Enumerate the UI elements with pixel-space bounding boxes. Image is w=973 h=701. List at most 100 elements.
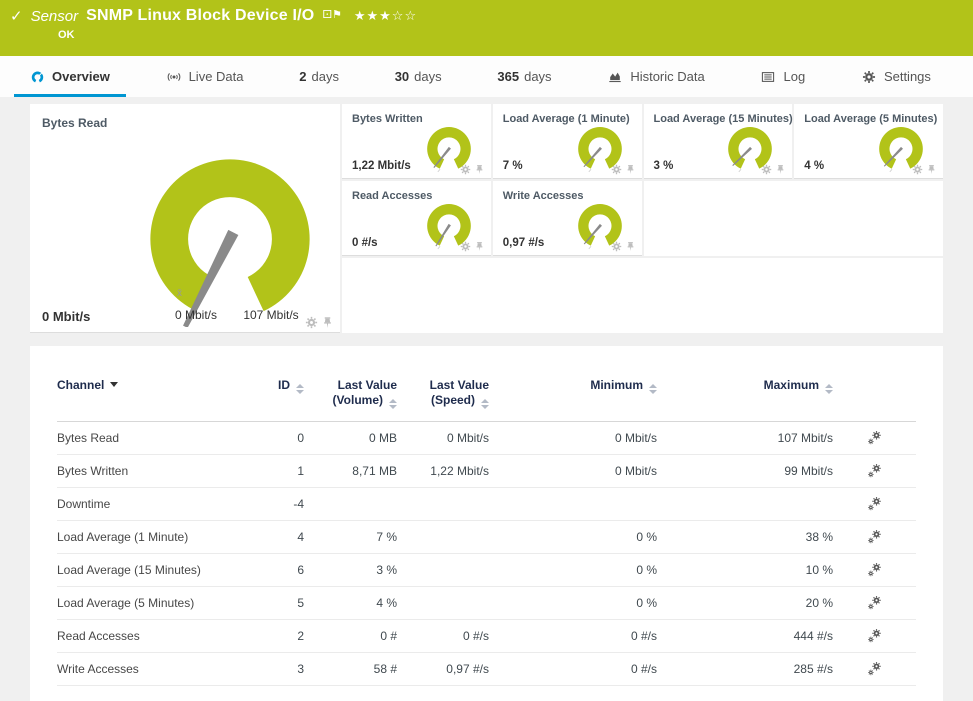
- tab-settings[interactable]: Settings: [845, 56, 947, 97]
- channel-settings-icon[interactable]: [867, 628, 883, 643]
- cell-last-value-volume: 58 #: [373, 662, 397, 676]
- table-row: Bytes Written 1 8,71 MB 1,22 Mbit/s 0 Mb…: [57, 455, 916, 488]
- cell-last-value-speed: 1,22 Mbit/s: [430, 464, 489, 478]
- channel-settings-icon[interactable]: [867, 595, 883, 610]
- pin-icon[interactable]: [474, 164, 485, 175]
- table-row: Bytes Read 0 0 MB 0 Mbit/s 0 Mbit/s 107 …: [57, 422, 916, 455]
- gauge: [426, 204, 471, 250]
- pin-icon[interactable]: [625, 241, 636, 252]
- cell-maximum: 38 %: [805, 530, 833, 544]
- average-marker: [587, 245, 591, 250]
- cell-minimum: 0 %: [636, 530, 657, 544]
- table-row: Write Accesses 3 58 # 0,97 #/s 0 #/s 285…: [57, 653, 916, 686]
- tab-live-data[interactable]: Live Data: [150, 56, 260, 97]
- tab-overview[interactable]: Overview: [14, 56, 126, 97]
- column-header-channel[interactable]: Channel: [57, 378, 242, 422]
- channel-settings-icon[interactable]: [867, 463, 883, 478]
- gear-icon[interactable]: [305, 316, 318, 329]
- cell-channel: Bytes Read: [57, 431, 120, 445]
- pin-icon[interactable]: [926, 164, 937, 175]
- pin-icon[interactable]: [321, 316, 334, 329]
- cell-maximum: 99 Mbit/s: [784, 464, 833, 478]
- flag-icon[interactable]: ⚀﻿⚑: [322, 9, 342, 21]
- empty-panel-area: [342, 258, 943, 333]
- tab-historic-data[interactable]: Historic Data: [591, 56, 720, 97]
- cell-channel: Load Average (1 Minute): [57, 530, 189, 544]
- gauge-card-read-accesses: Read Accesses 0 #/s: [342, 181, 491, 256]
- gauge: [577, 204, 622, 250]
- gear-icon[interactable]: [611, 241, 622, 252]
- gear-icon[interactable]: [761, 164, 772, 175]
- channel-settings-icon[interactable]: [867, 562, 883, 577]
- gauge-title: Bytes Read: [42, 116, 108, 130]
- sort-icon: [296, 384, 304, 394]
- gauge-title: Load Average (15 Minutes): [653, 113, 793, 125]
- tab-365-days[interactable]: 365 days: [497, 69, 552, 84]
- tab-2-days[interactable]: 2 days: [299, 69, 339, 84]
- channel-settings-icon[interactable]: [867, 529, 883, 544]
- gauge-title: Load Average (1 Minute): [502, 113, 630, 125]
- check-icon: ✓: [10, 8, 23, 25]
- cell-last-value-volume: 7 %: [376, 530, 397, 544]
- cell-maximum: 20 %: [805, 596, 833, 610]
- priority-stars[interactable]: ★★★☆☆: [353, 8, 418, 23]
- sort-icon: [481, 399, 489, 409]
- gauge-card-write-accesses: Write Accesses 0,97 #/s: [492, 181, 642, 256]
- cell-last-value-speed: [397, 587, 489, 620]
- average-marker: [738, 168, 742, 173]
- main-content: Bytes Read x̄ 0 Mbit/s 107 Mbit/s 0 Mbit…: [0, 97, 973, 701]
- channel-table: Channel ID Last Value (Volume) Last Value (Sp…: [57, 378, 916, 686]
- column-header-minimum[interactable]: Minimum: [489, 378, 657, 422]
- sort-icon: [389, 399, 397, 409]
- cell-last-value-speed: [397, 554, 489, 587]
- pin-icon[interactable]: [625, 164, 636, 175]
- tab-log[interactable]: Log: [744, 56, 821, 97]
- cell-last-value-speed: 0 Mbit/s: [446, 431, 489, 445]
- cell-id: 6: [297, 563, 304, 577]
- cell-minimum: [489, 488, 657, 521]
- gauge-max-label: 107 Mbit/s: [243, 308, 299, 322]
- cell-last-value-volume: 0 #: [380, 629, 397, 643]
- sort-desc-icon: [110, 382, 119, 387]
- gear-icon[interactable]: [460, 241, 471, 252]
- column-header-last-value-volume[interactable]: Last Value (Volume): [332, 378, 397, 409]
- gear-icon[interactable]: [912, 164, 923, 175]
- pin-icon[interactable]: [474, 241, 485, 252]
- gauge-title: Write Accesses: [502, 190, 584, 202]
- gear-icon[interactable]: [460, 164, 471, 175]
- gauge-card-bytes-read: Bytes Read x̄ 0 Mbit/s 107 Mbit/s 0 Mbit…: [30, 104, 340, 333]
- channel-settings-icon[interactable]: [867, 430, 883, 445]
- table-row: Load Average (5 Minutes) 5 4 % 0 % 20 %: [57, 587, 916, 620]
- gauge-card-bytes-written: Bytes Written 1,22 Mbit/s: [342, 104, 491, 179]
- cell-maximum: 10 %: [805, 563, 833, 577]
- pin-icon[interactable]: [775, 164, 786, 175]
- cell-id: 1: [297, 464, 304, 478]
- gear-icon[interactable]: [611, 164, 622, 175]
- average-marker: [889, 168, 893, 173]
- gauge-current-value: 3 %: [653, 160, 674, 172]
- gauge-card-load-average-5-minutes: Load Average (5 Minutes) 4 %: [794, 104, 943, 179]
- cell-last-value-speed: 0 #/s: [462, 629, 489, 643]
- tab-30-days[interactable]: 30 days: [394, 69, 442, 84]
- page-title: SNMP Linux Block Device I/O: [86, 7, 315, 24]
- cell-last-value-speed: [397, 488, 489, 521]
- gauge: [879, 127, 923, 173]
- average-marker: [437, 168, 441, 173]
- cell-last-value-volume: [304, 488, 397, 521]
- channel-settings-icon[interactable]: [867, 496, 883, 511]
- historic-data-icon: [607, 70, 623, 84]
- cell-last-value-speed: 0,97 #/s: [446, 662, 489, 676]
- channel-settings-icon[interactable]: [867, 661, 883, 676]
- cell-id: -4: [293, 497, 304, 511]
- cell-last-value-volume: 3 %: [376, 563, 397, 577]
- cell-minimum: 0 #/s: [630, 662, 657, 676]
- cell-minimum: 0 Mbit/s: [614, 431, 657, 445]
- cell-last-value-volume: 0 MB: [368, 431, 397, 445]
- average-marker: x̄: [177, 288, 182, 299]
- average-marker: [587, 168, 591, 173]
- gauge-min-label: 0 Mbit/s: [174, 308, 218, 322]
- column-header-last-value-speed[interactable]: Last Value (Speed): [429, 378, 489, 409]
- cell-id: 0: [297, 431, 304, 445]
- column-header-id[interactable]: ID: [242, 378, 304, 422]
- column-header-maximum[interactable]: Maximum: [657, 378, 833, 422]
